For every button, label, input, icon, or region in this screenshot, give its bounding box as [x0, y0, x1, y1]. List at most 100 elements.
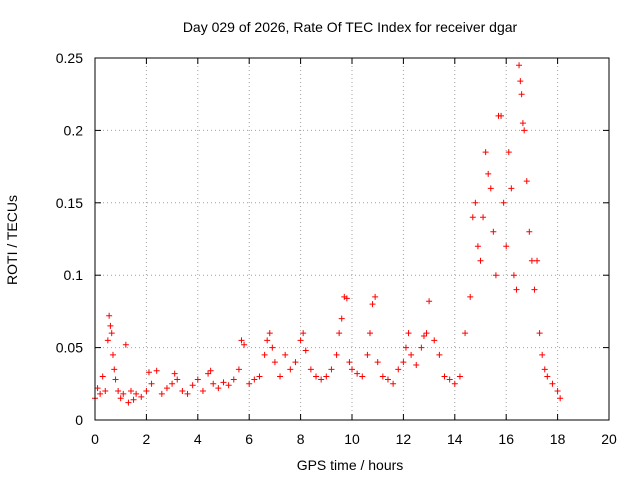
data-point: [271, 359, 278, 366]
x-tick-label: 18: [550, 431, 566, 447]
data-point: [477, 257, 484, 264]
data-point: [120, 390, 127, 397]
data-point: [184, 390, 191, 397]
data-point: [99, 373, 106, 380]
data-point: [189, 382, 196, 389]
data-point: [408, 351, 415, 358]
data-point: [300, 330, 307, 337]
data-point: [241, 341, 248, 348]
data-point: [169, 380, 176, 387]
data-point: [328, 366, 335, 373]
x-tick-label: 14: [447, 431, 463, 447]
x-tick-label: 12: [396, 431, 412, 447]
data-point: [374, 359, 381, 366]
data-point: [220, 379, 227, 386]
data-point: [521, 127, 528, 134]
data-point: [207, 367, 214, 374]
data-point: [112, 376, 119, 383]
data-point: [235, 366, 242, 373]
data-point: [343, 295, 350, 302]
x-tick-label: 20: [601, 431, 617, 447]
x-tick-label: 16: [498, 431, 514, 447]
data-point: [500, 199, 507, 206]
data-point: [323, 373, 330, 380]
data-point: [369, 301, 376, 308]
data-point: [469, 214, 476, 221]
data-point: [379, 373, 386, 380]
data-point: [431, 337, 438, 344]
data-point: [104, 337, 111, 344]
data-point: [436, 351, 443, 358]
data-point: [354, 370, 361, 377]
data-point: [225, 382, 232, 389]
x-tick-label: 6: [245, 431, 253, 447]
data-point: [282, 351, 289, 358]
data-point: [536, 330, 543, 337]
data-points: [92, 62, 564, 406]
data-point: [451, 380, 458, 387]
data-point: [205, 370, 212, 377]
data-point: [346, 359, 353, 366]
data-point: [474, 243, 481, 250]
data-point: [534, 257, 541, 264]
data-point: [541, 366, 548, 373]
data-point: [531, 286, 538, 293]
data-point: [400, 359, 407, 366]
data-point: [480, 214, 487, 221]
x-tick-labels: 0 2 4 6 8 10 12 14 16 18 20: [91, 431, 617, 447]
data-point: [395, 366, 402, 373]
data-point: [485, 170, 492, 177]
data-point: [426, 298, 433, 305]
data-point: [405, 330, 412, 337]
y-tick-labels: 0 0.05 0.1 0.15 0.2 0.25: [56, 50, 83, 428]
data-point: [418, 344, 425, 351]
y-tick-label: 0.25: [56, 50, 83, 66]
data-point: [492, 272, 499, 279]
data-point: [372, 293, 379, 300]
data-point: [199, 388, 206, 395]
data-point: [107, 322, 114, 329]
y-axis-label: ROTI / TECUs: [4, 195, 20, 285]
data-point: [482, 149, 489, 156]
data-point: [230, 376, 237, 383]
data-point: [153, 367, 160, 374]
x-tick-label: 10: [344, 431, 360, 447]
data-point: [194, 376, 201, 383]
y-tick-label: 0: [75, 412, 83, 428]
data-point: [523, 178, 530, 185]
data-point: [467, 293, 474, 300]
x-tick-label: 4: [194, 431, 202, 447]
data-point: [456, 373, 463, 380]
data-point: [133, 390, 140, 397]
data-point: [318, 376, 325, 383]
data-point: [498, 112, 505, 119]
data-point: [302, 347, 309, 354]
data-point: [127, 388, 134, 395]
data-point: [544, 373, 551, 380]
data-point: [554, 388, 561, 395]
data-point: [115, 388, 122, 395]
data-point: [349, 366, 355, 373]
data-point: [487, 185, 494, 192]
data-point: [215, 385, 222, 392]
x-tick-label: 0: [91, 431, 99, 447]
y-tick-label: 0.2: [64, 122, 84, 138]
data-point: [384, 376, 391, 383]
data-point: [313, 373, 320, 380]
data-point: [174, 376, 181, 383]
data-point: [117, 395, 124, 402]
data-point: [261, 351, 268, 358]
data-point: [402, 344, 409, 351]
data-point: [158, 390, 165, 397]
data-point: [508, 185, 515, 192]
data-point: [510, 272, 517, 279]
data-point: [277, 373, 284, 380]
data-point: [359, 373, 366, 380]
data-point: [269, 344, 276, 351]
data-point: [528, 257, 535, 264]
data-point: [549, 380, 556, 387]
grid: [95, 58, 609, 420]
data-point: [341, 293, 348, 300]
data-point: [246, 380, 253, 387]
